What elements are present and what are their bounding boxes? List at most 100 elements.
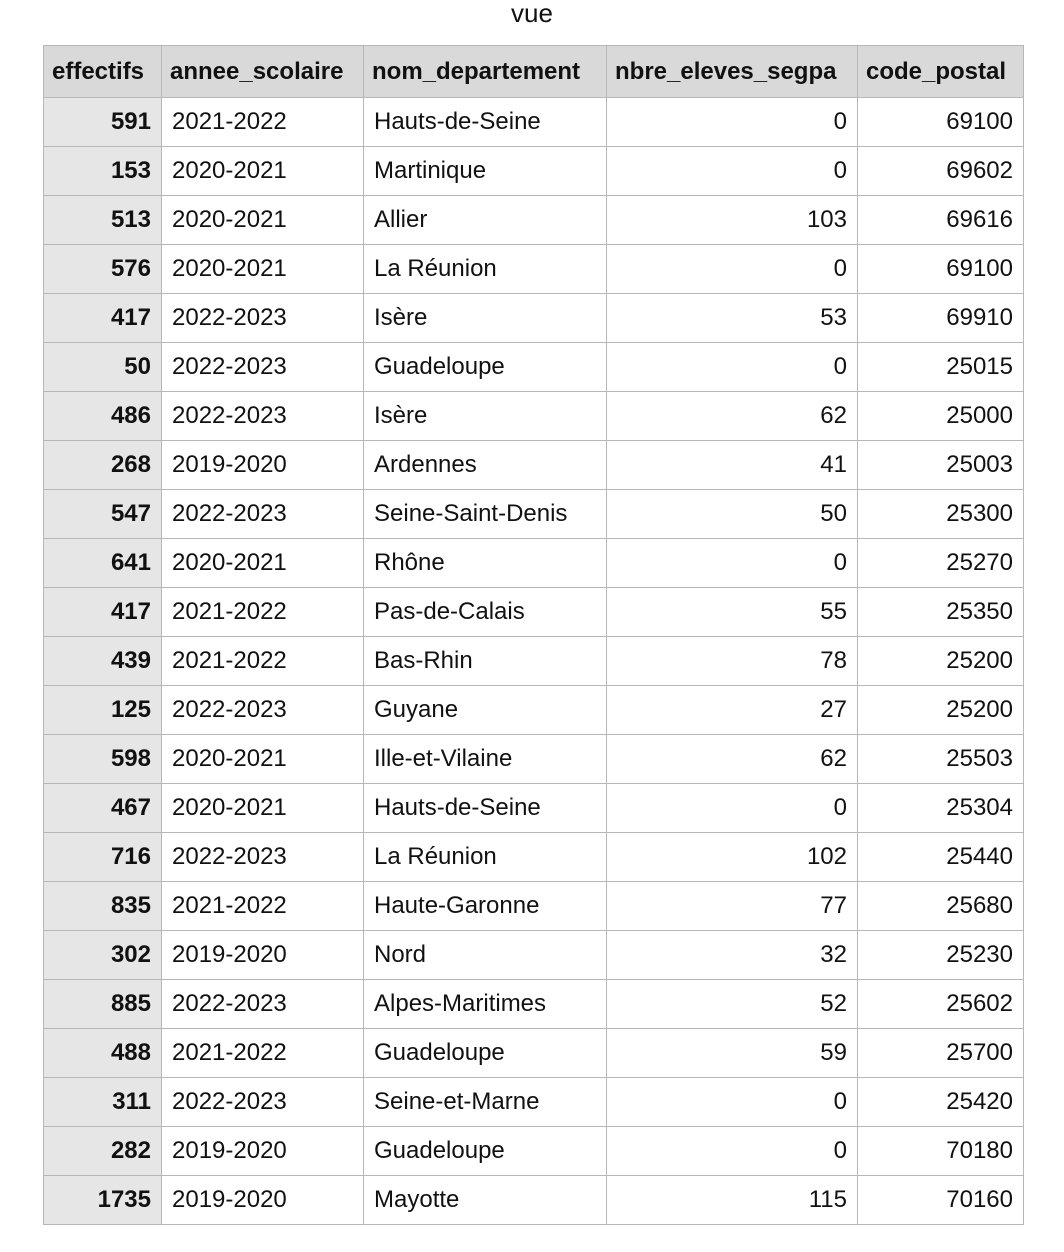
cell-code-postal[interactable]: 25200 [857, 636, 1024, 686]
cell-annee-scolaire[interactable]: 2022-2023 [161, 685, 364, 735]
cell-code-postal[interactable]: 25003 [857, 440, 1024, 490]
cell-nom-departement[interactable]: Bas-Rhin [363, 636, 607, 686]
cell-nom-departement[interactable]: Seine-Saint-Denis [363, 489, 607, 539]
cell-effectifs[interactable]: 439 [43, 636, 162, 686]
cell-effectifs[interactable]: 153 [43, 146, 162, 196]
cell-annee-scolaire[interactable]: 2022-2023 [161, 391, 364, 441]
column-header-nbre-eleves-segpa[interactable]: nbre_eleves_segpa [606, 45, 858, 98]
cell-effectifs[interactable]: 513 [43, 195, 162, 245]
cell-annee-scolaire[interactable]: 2019-2020 [161, 1126, 364, 1176]
cell-annee-scolaire[interactable]: 2020-2021 [161, 146, 364, 196]
cell-nbre-eleves-segpa[interactable]: 32 [606, 930, 858, 980]
cell-effectifs[interactable]: 1735 [43, 1175, 162, 1225]
cell-code-postal[interactable]: 70160 [857, 1175, 1024, 1225]
cell-nbre-eleves-segpa[interactable]: 52 [606, 979, 858, 1029]
column-header-code-postal[interactable]: code_postal [857, 45, 1024, 98]
cell-annee-scolaire[interactable]: 2022-2023 [161, 1077, 364, 1127]
cell-code-postal[interactable]: 25350 [857, 587, 1024, 637]
cell-nom-departement[interactable]: Isère [363, 391, 607, 441]
cell-annee-scolaire[interactable]: 2020-2021 [161, 195, 364, 245]
cell-nom-departement[interactable]: Martinique [363, 146, 607, 196]
cell-code-postal[interactable]: 25015 [857, 342, 1024, 392]
cell-annee-scolaire[interactable]: 2022-2023 [161, 293, 364, 343]
cell-code-postal[interactable]: 25304 [857, 783, 1024, 833]
cell-effectifs[interactable]: 417 [43, 587, 162, 637]
cell-nbre-eleves-segpa[interactable]: 102 [606, 832, 858, 882]
cell-annee-scolaire[interactable]: 2019-2020 [161, 440, 364, 490]
cell-nom-departement[interactable]: Guadeloupe [363, 1028, 607, 1078]
cell-nom-departement[interactable]: Allier [363, 195, 607, 245]
cell-effectifs[interactable]: 488 [43, 1028, 162, 1078]
cell-nbre-eleves-segpa[interactable]: 115 [606, 1175, 858, 1225]
cell-code-postal[interactable]: 69100 [857, 97, 1024, 147]
cell-effectifs[interactable]: 716 [43, 832, 162, 882]
cell-effectifs[interactable]: 641 [43, 538, 162, 588]
cell-effectifs[interactable]: 302 [43, 930, 162, 980]
cell-effectifs[interactable]: 268 [43, 440, 162, 490]
cell-annee-scolaire[interactable]: 2020-2021 [161, 244, 364, 294]
cell-code-postal[interactable]: 25000 [857, 391, 1024, 441]
cell-nbre-eleves-segpa[interactable]: 0 [606, 1126, 858, 1176]
cell-annee-scolaire[interactable]: 2020-2021 [161, 734, 364, 784]
cell-effectifs[interactable]: 598 [43, 734, 162, 784]
cell-nom-departement[interactable]: La Réunion [363, 244, 607, 294]
cell-nom-departement[interactable]: Mayotte [363, 1175, 607, 1225]
column-header-effectifs[interactable]: effectifs [43, 45, 162, 98]
cell-code-postal[interactable]: 69910 [857, 293, 1024, 343]
cell-effectifs[interactable]: 467 [43, 783, 162, 833]
cell-nbre-eleves-segpa[interactable]: 103 [606, 195, 858, 245]
cell-effectifs[interactable]: 591 [43, 97, 162, 147]
cell-effectifs[interactable]: 835 [43, 881, 162, 931]
cell-nbre-eleves-segpa[interactable]: 0 [606, 538, 858, 588]
cell-effectifs[interactable]: 576 [43, 244, 162, 294]
cell-nbre-eleves-segpa[interactable]: 0 [606, 342, 858, 392]
cell-effectifs[interactable]: 885 [43, 979, 162, 1029]
cell-code-postal[interactable]: 25680 [857, 881, 1024, 931]
cell-effectifs[interactable]: 486 [43, 391, 162, 441]
cell-annee-scolaire[interactable]: 2019-2020 [161, 1175, 364, 1225]
cell-nom-departement[interactable]: Pas-de-Calais [363, 587, 607, 637]
cell-code-postal[interactable]: 69602 [857, 146, 1024, 196]
cell-nom-departement[interactable]: Ardennes [363, 440, 607, 490]
cell-nbre-eleves-segpa[interactable]: 53 [606, 293, 858, 343]
cell-nom-departement[interactable]: La Réunion [363, 832, 607, 882]
cell-nom-departement[interactable]: Guadeloupe [363, 1126, 607, 1176]
cell-effectifs[interactable]: 417 [43, 293, 162, 343]
cell-nbre-eleves-segpa[interactable]: 0 [606, 244, 858, 294]
cell-code-postal[interactable]: 25300 [857, 489, 1024, 539]
cell-nom-departement[interactable]: Guyane [363, 685, 607, 735]
cell-code-postal[interactable]: 25420 [857, 1077, 1024, 1127]
cell-effectifs[interactable]: 125 [43, 685, 162, 735]
cell-annee-scolaire[interactable]: 2021-2022 [161, 1028, 364, 1078]
cell-nbre-eleves-segpa[interactable]: 41 [606, 440, 858, 490]
cell-annee-scolaire[interactable]: 2021-2022 [161, 587, 364, 637]
cell-annee-scolaire[interactable]: 2022-2023 [161, 832, 364, 882]
cell-code-postal[interactable]: 25200 [857, 685, 1024, 735]
cell-nbre-eleves-segpa[interactable]: 59 [606, 1028, 858, 1078]
cell-annee-scolaire[interactable]: 2019-2020 [161, 930, 364, 980]
cell-nbre-eleves-segpa[interactable]: 0 [606, 1077, 858, 1127]
cell-nbre-eleves-segpa[interactable]: 27 [606, 685, 858, 735]
cell-effectifs[interactable]: 547 [43, 489, 162, 539]
column-header-annee-scolaire[interactable]: annee_scolaire [161, 45, 364, 98]
cell-code-postal[interactable]: 25503 [857, 734, 1024, 784]
cell-nom-departement[interactable]: Isère [363, 293, 607, 343]
cell-effectifs[interactable]: 50 [43, 342, 162, 392]
cell-code-postal[interactable]: 25602 [857, 979, 1024, 1029]
cell-effectifs[interactable]: 311 [43, 1077, 162, 1127]
cell-nom-departement[interactable]: Rhône [363, 538, 607, 588]
cell-annee-scolaire[interactable]: 2021-2022 [161, 636, 364, 686]
cell-annee-scolaire[interactable]: 2021-2022 [161, 97, 364, 147]
cell-annee-scolaire[interactable]: 2022-2023 [161, 489, 364, 539]
cell-annee-scolaire[interactable]: 2020-2021 [161, 783, 364, 833]
cell-nbre-eleves-segpa[interactable]: 77 [606, 881, 858, 931]
cell-nbre-eleves-segpa[interactable]: 0 [606, 146, 858, 196]
cell-nbre-eleves-segpa[interactable]: 78 [606, 636, 858, 686]
cell-code-postal[interactable]: 70180 [857, 1126, 1024, 1176]
cell-nom-departement[interactable]: Nord [363, 930, 607, 980]
cell-code-postal[interactable]: 25440 [857, 832, 1024, 882]
cell-code-postal[interactable]: 25700 [857, 1028, 1024, 1078]
cell-nbre-eleves-segpa[interactable]: 62 [606, 391, 858, 441]
cell-nbre-eleves-segpa[interactable]: 62 [606, 734, 858, 784]
cell-annee-scolaire[interactable]: 2022-2023 [161, 979, 364, 1029]
